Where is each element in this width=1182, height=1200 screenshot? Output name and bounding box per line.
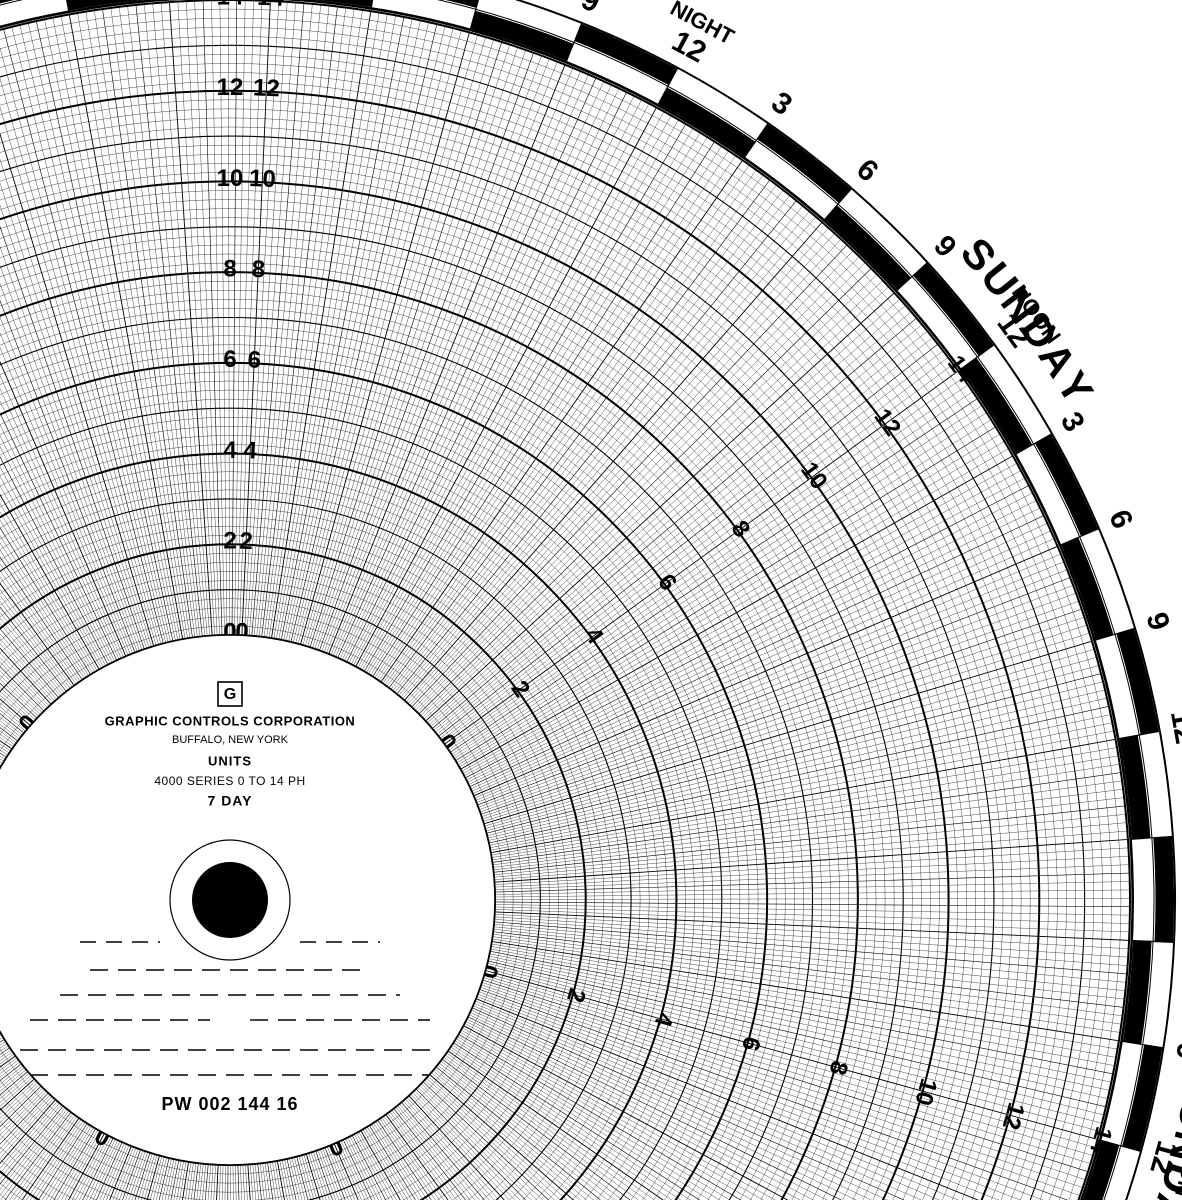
svg-text:2: 2 <box>223 528 236 555</box>
svg-text:4: 4 <box>243 437 258 465</box>
svg-text:10: 10 <box>248 165 276 193</box>
svg-text:12: 12 <box>997 1100 1030 1133</box>
svg-text:10: 10 <box>909 1075 942 1108</box>
svg-text:4000 SERIES 0 TO 14 PH: 4000 SERIES 0 TO 14 PH <box>154 774 305 788</box>
svg-text:2: 2 <box>239 528 254 556</box>
svg-text:GRAPHIC CONTROLS CORPORATION: GRAPHIC CONTROLS CORPORATION <box>105 713 356 728</box>
svg-text:6: 6 <box>1102 505 1139 533</box>
svg-text:7 DAY: 7 DAY <box>208 793 253 809</box>
svg-text:3: 3 <box>765 86 798 123</box>
svg-text:8: 8 <box>251 256 266 284</box>
svg-text:6: 6 <box>850 153 884 189</box>
svg-text:4: 4 <box>648 1010 678 1031</box>
svg-text:8: 8 <box>223 255 236 282</box>
svg-text:9: 9 <box>577 0 605 19</box>
svg-text:12: 12 <box>217 74 244 101</box>
svg-text:12: 12 <box>1164 708 1182 747</box>
svg-text:14: 14 <box>1084 1124 1117 1158</box>
svg-text:12: 12 <box>253 74 281 102</box>
circular-chart: 1236912369NIGHTNOONTHURSDAY1236912369NIG… <box>0 0 1182 1200</box>
svg-text:G: G <box>224 686 236 703</box>
svg-text:14: 14 <box>257 0 286 12</box>
svg-text:UNITS: UNITS <box>208 753 252 768</box>
svg-text:8: 8 <box>823 1058 853 1078</box>
hub: G GRAPHIC CONTROLS CORPORATION BUFFALO, NE… <box>0 635 495 1165</box>
svg-text:3: 3 <box>1054 407 1091 438</box>
svg-text:BUFFALO, NEW YORK: BUFFALO, NEW YORK <box>172 734 289 746</box>
svg-text:14: 14 <box>217 0 244 10</box>
svg-text:6: 6 <box>247 346 262 374</box>
svg-text:4: 4 <box>223 437 237 464</box>
svg-text:6: 6 <box>223 346 236 373</box>
svg-text:10: 10 <box>217 165 244 192</box>
svg-text:PW 002 144 16: PW 002 144 16 <box>161 1094 298 1114</box>
svg-text:6: 6 <box>736 1034 766 1054</box>
svg-text:9: 9 <box>1169 1041 1182 1063</box>
svg-text:9: 9 <box>1139 609 1175 634</box>
